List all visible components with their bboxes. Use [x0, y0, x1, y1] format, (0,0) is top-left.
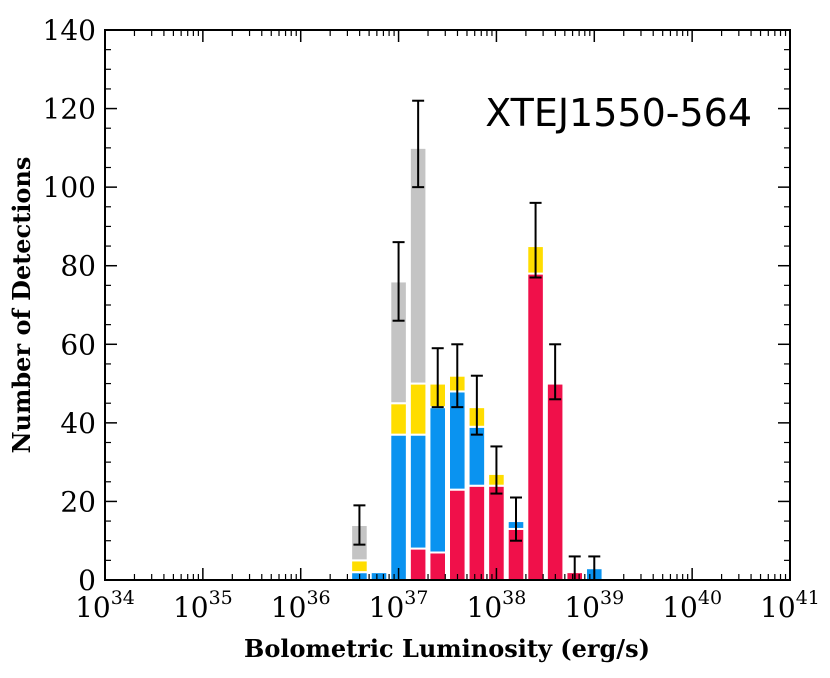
x-tick-label: 1035 [173, 587, 233, 624]
x-tick-label: 1039 [564, 587, 624, 624]
x-tick-label: 1040 [662, 587, 722, 624]
bar-segment-2-2 [389, 402, 408, 436]
y-ticks-layer: 0 20 40 60 80 100 120 140 [43, 14, 790, 597]
source-annotation: XTEJ1550-564 [485, 91, 752, 135]
error-bar-5 [451, 343, 464, 409]
error-bar-6 [470, 374, 483, 436]
bar-segment-0-9 [526, 272, 545, 581]
y-tick-label: 120 [43, 93, 96, 126]
bar-segment-2-0 [350, 559, 369, 574]
bar-segment-2-3 [408, 382, 428, 436]
bar-segment-1-1 [369, 571, 389, 582]
bar-segment-1-3 [408, 433, 428, 550]
bar-segment-0-10 [545, 382, 565, 582]
error-bar-10 [549, 343, 562, 401]
y-tick-label: 0 [78, 564, 96, 597]
bar-segment-1-4 [428, 406, 447, 554]
bar-segment-0-3 [408, 547, 428, 581]
x-tick-label: 1034 [75, 587, 135, 624]
y-tick-label: 20 [60, 485, 96, 518]
error-bar-4 [431, 347, 444, 409]
y-tick-label: 60 [60, 328, 96, 361]
bar-segment-0-7 [487, 484, 506, 582]
bar-segment-0-4 [428, 551, 447, 581]
error-bar-3 [412, 99, 425, 189]
y-tick-label: 140 [43, 14, 96, 47]
y-tick-label: 100 [43, 171, 96, 204]
bars-layer [350, 146, 604, 582]
x-axis-title: Bolometric Luminosity (erg/s) [244, 634, 650, 663]
x-tick-label: 1041 [760, 587, 820, 624]
x-tick-label: 1036 [271, 587, 331, 624]
y-axis-title: Number of Detections [7, 157, 36, 454]
error-bar-2 [392, 241, 405, 322]
error-bar-8 [510, 496, 522, 542]
error-bar-7 [490, 445, 503, 495]
x-tick-label: 1038 [467, 587, 527, 624]
error-bar-9 [529, 201, 542, 279]
bar-segment-1-2 [389, 433, 408, 581]
bar-segment-0-6 [467, 484, 487, 582]
x-tick-label: 1037 [369, 587, 429, 624]
error-bar-0 [353, 504, 366, 546]
bar-segment-0-5 [448, 488, 467, 581]
y-tick-label: 80 [60, 250, 96, 283]
x-ticks-layer: 1034 1035 1036 1037 1038 1039 1040 1041 [75, 30, 820, 624]
y-tick-label: 40 [60, 407, 96, 440]
